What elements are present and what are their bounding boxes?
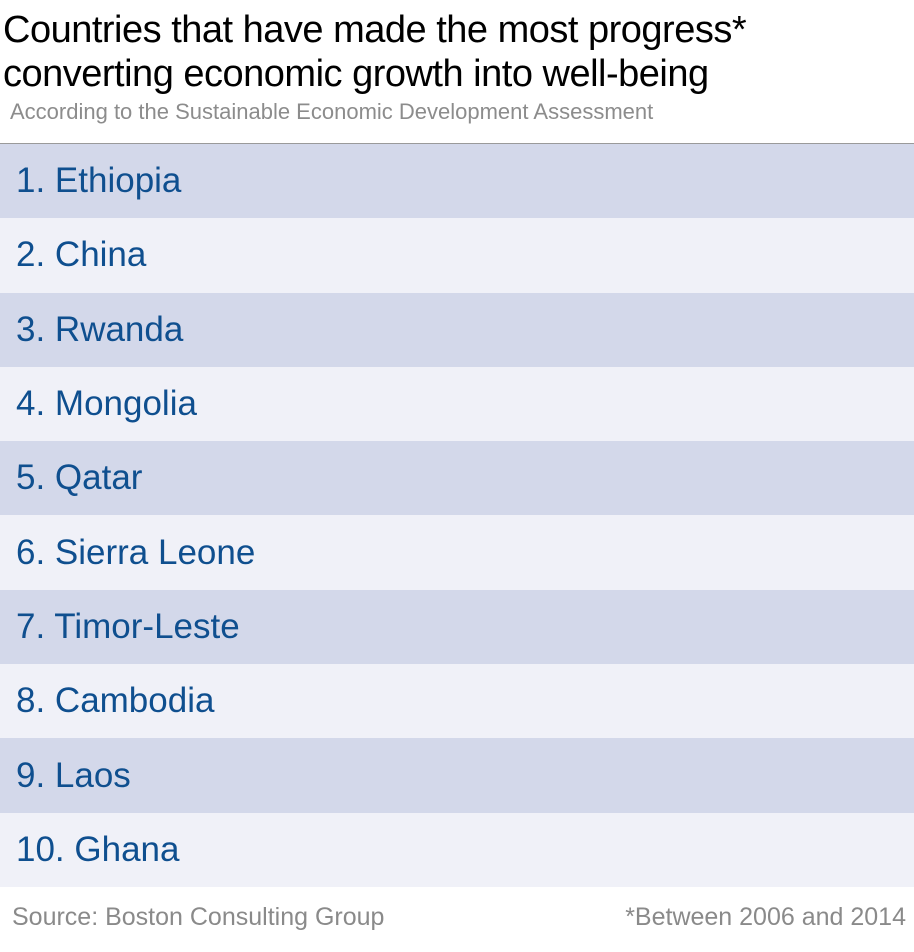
ranking-row-5: 5. Qatar — [0, 441, 914, 516]
ranking-row-7: 7. Timor-Leste — [0, 589, 914, 665]
header-divider — [0, 143, 914, 144]
chart-subtitle: According to the Sustainable Economic De… — [10, 99, 654, 124]
ranking-row-8: 8. Cambodia — [0, 664, 914, 739]
footnote: *Between 2006 and 2014 — [625, 902, 906, 931]
ranking-row-10: 10. Ghana — [0, 812, 914, 887]
header: Countries that have made the most progre… — [0, 0, 914, 125]
ranking-row-6: 6. Sierra Leone — [0, 515, 914, 590]
chart-title: Countries that have made the most progre… — [0, 0, 914, 96]
title-line-1: Countries that have made the most progre… — [3, 9, 747, 51]
footer: Source: Boston Consulting Group *Between… — [0, 887, 914, 947]
source-note: Source: Boston Consulting Group — [12, 902, 385, 931]
ranking-row-2: 2. China — [0, 218, 914, 293]
ranking-row-4: 4. Mongolia — [0, 366, 914, 442]
title-line-2: converting economic growth into well-bei… — [3, 53, 709, 95]
ranking-row-1: 1. Ethiopia — [0, 144, 914, 219]
ranking-row-3: 3. Rwanda — [0, 292, 914, 367]
ranking-row-9: 9. Laos — [0, 738, 914, 813]
ranking-list: 1. Ethiopia 2. China 3. Rwanda 4. Mongol… — [0, 144, 914, 887]
